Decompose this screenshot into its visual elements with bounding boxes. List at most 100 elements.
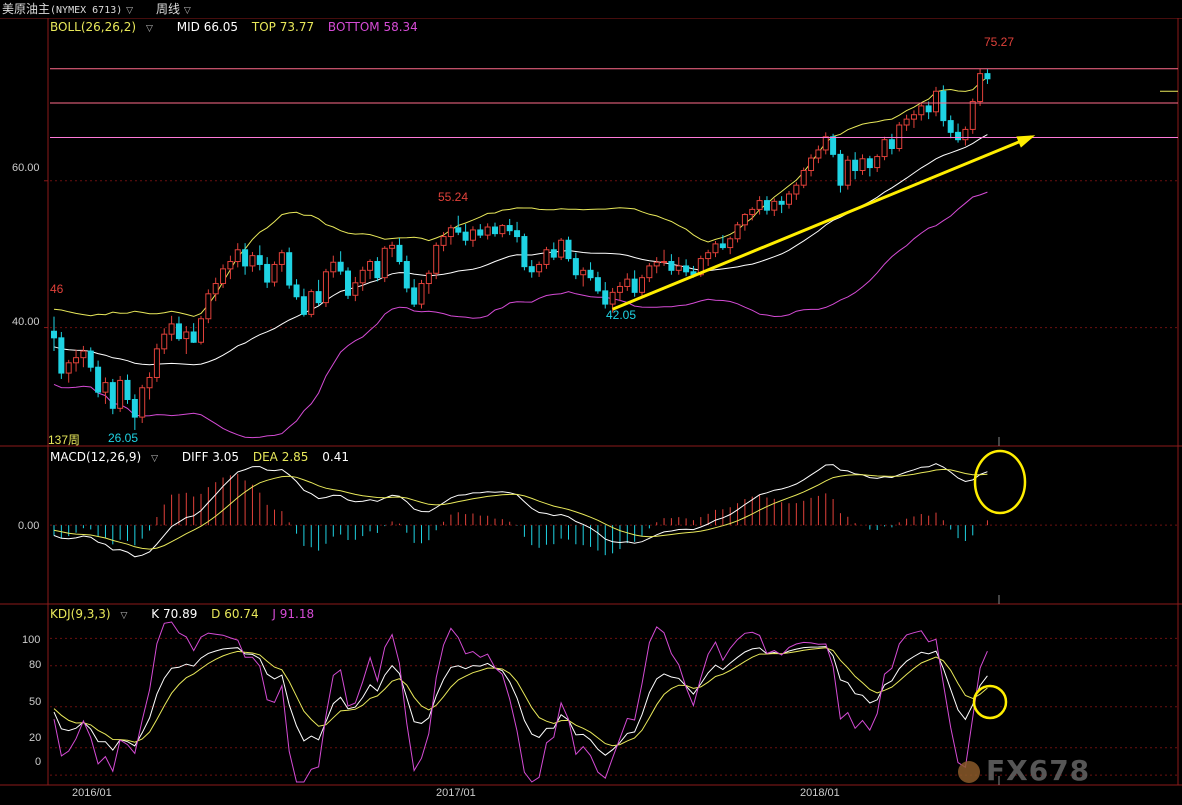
- candle-down: [631, 278, 638, 293]
- y-tick-kdj-20: 20: [29, 732, 42, 744]
- candle-up: [308, 291, 315, 315]
- symbol-selector[interactable]: 美原油主(NYMEX 6713) ▽: [2, 0, 133, 20]
- candle-down: [594, 277, 601, 292]
- boll-label[interactable]: BOLL(26,26,2) ▽: [50, 20, 153, 34]
- candle-down: [58, 337, 65, 374]
- candle-up: [271, 263, 278, 283]
- kdj-d-line: [53, 647, 988, 747]
- candle-up: [675, 265, 682, 271]
- title-bar: 美原油主(NYMEX 6713) ▽ 周线 ▽: [0, 0, 1182, 18]
- symbol-name: 美原油主: [2, 2, 51, 16]
- boll-mid-value: MID 66.05: [176, 20, 239, 34]
- candle-down: [587, 269, 594, 279]
- period-dropdown-icon[interactable]: ▽: [183, 6, 191, 16]
- candle-down: [462, 231, 469, 241]
- kdj-cross-circle: [972, 684, 1008, 720]
- candle-up: [609, 291, 616, 305]
- symbol-dropdown-icon[interactable]: ▽: [126, 6, 134, 16]
- candle-up: [359, 269, 366, 284]
- candle-up: [933, 90, 939, 113]
- candle-up: [469, 229, 476, 241]
- boll-mid-line: [53, 134, 988, 366]
- candle-down: [763, 200, 770, 211]
- y-tick-kdj-100: 100: [22, 634, 41, 646]
- period-label: 周线: [156, 2, 181, 16]
- y-tick-kdj-50: 50: [29, 696, 42, 708]
- candle-up: [822, 136, 829, 151]
- candle-up: [786, 193, 792, 205]
- candle-up: [580, 269, 587, 276]
- candle-up: [616, 285, 623, 293]
- candle-up: [903, 118, 910, 126]
- candle-down: [925, 105, 932, 113]
- candle-down: [940, 90, 947, 122]
- candle-up: [808, 157, 815, 172]
- candle-down: [131, 398, 138, 418]
- candle-down: [345, 270, 351, 296]
- candle-up: [815, 149, 822, 159]
- macd-dropdown-icon[interactable]: ▽: [151, 454, 159, 464]
- macd-header: MACD(12,26,9) ▽ DIFF 3.05 DEA 2.85 0.41: [50, 450, 359, 466]
- macd-label[interactable]: MACD(12,26,9) ▽: [50, 450, 159, 464]
- annotation-high-2018: 75.27: [984, 35, 1015, 49]
- candle-up: [168, 323, 175, 335]
- trend-arrow: [612, 135, 1036, 311]
- kdj-k-line: [53, 646, 988, 756]
- candle-up: [962, 128, 969, 141]
- candle-up: [771, 200, 778, 211]
- macd-cross-circle: [973, 449, 1027, 515]
- candle-down: [668, 261, 675, 271]
- candle-up: [205, 293, 212, 320]
- candle-up: [734, 224, 741, 240]
- candle-down: [837, 153, 844, 186]
- boll-bottom-line: [53, 191, 988, 439]
- candle-up: [624, 278, 631, 287]
- candle-up: [881, 139, 888, 158]
- period-selector[interactable]: 周线 ▽: [156, 0, 191, 20]
- candle-up: [844, 159, 851, 186]
- candle-down: [528, 266, 535, 273]
- candle-up: [234, 249, 241, 263]
- candle-down: [572, 258, 579, 276]
- candle-up: [433, 244, 440, 274]
- macd-macd-value: 0.41: [322, 450, 349, 464]
- candle-up: [756, 200, 763, 210]
- candle-up: [749, 208, 756, 216]
- candle-down: [51, 330, 57, 339]
- kdj-panel: [53, 621, 988, 783]
- candle-down: [175, 323, 182, 340]
- candle-up: [910, 114, 917, 120]
- macd-dea-value: DEA 2.85: [252, 450, 309, 464]
- candle-down: [300, 296, 307, 315]
- candle-down: [95, 366, 102, 393]
- candle-down: [602, 290, 609, 305]
- trend-arrowhead: [1016, 135, 1036, 148]
- candle-up: [227, 261, 234, 270]
- boll-lines: [53, 76, 988, 439]
- candle-down: [87, 350, 94, 368]
- kdj-label[interactable]: KDJ(9,3,3) ▽: [50, 607, 128, 621]
- boll-bottom-value: BOTTOM 58.34: [327, 20, 418, 34]
- candle-down: [719, 243, 726, 249]
- candle-up: [65, 362, 72, 374]
- candle-down: [514, 230, 521, 238]
- candle-up: [558, 239, 565, 258]
- candle-down: [778, 200, 785, 205]
- candle-up: [447, 227, 454, 238]
- boll-top-value: TOP 73.77: [251, 20, 315, 34]
- candle-up: [727, 238, 734, 249]
- candle-down: [337, 261, 344, 272]
- annotation-low-2017: 42.05: [606, 308, 637, 322]
- candle-up: [697, 258, 704, 276]
- boll-dropdown-icon[interactable]: ▽: [146, 24, 153, 34]
- macd-diff-line: [53, 463, 988, 558]
- kdj-dropdown-icon[interactable]: ▽: [120, 611, 128, 621]
- candle-up: [389, 244, 396, 249]
- candle-up: [367, 261, 374, 271]
- macd-panel: [53, 463, 988, 558]
- annotation-high-2017: 55.24: [438, 190, 469, 204]
- y-tick-kdj-80: 80: [29, 659, 42, 671]
- candle-down: [550, 249, 557, 258]
- candle-up: [440, 236, 447, 246]
